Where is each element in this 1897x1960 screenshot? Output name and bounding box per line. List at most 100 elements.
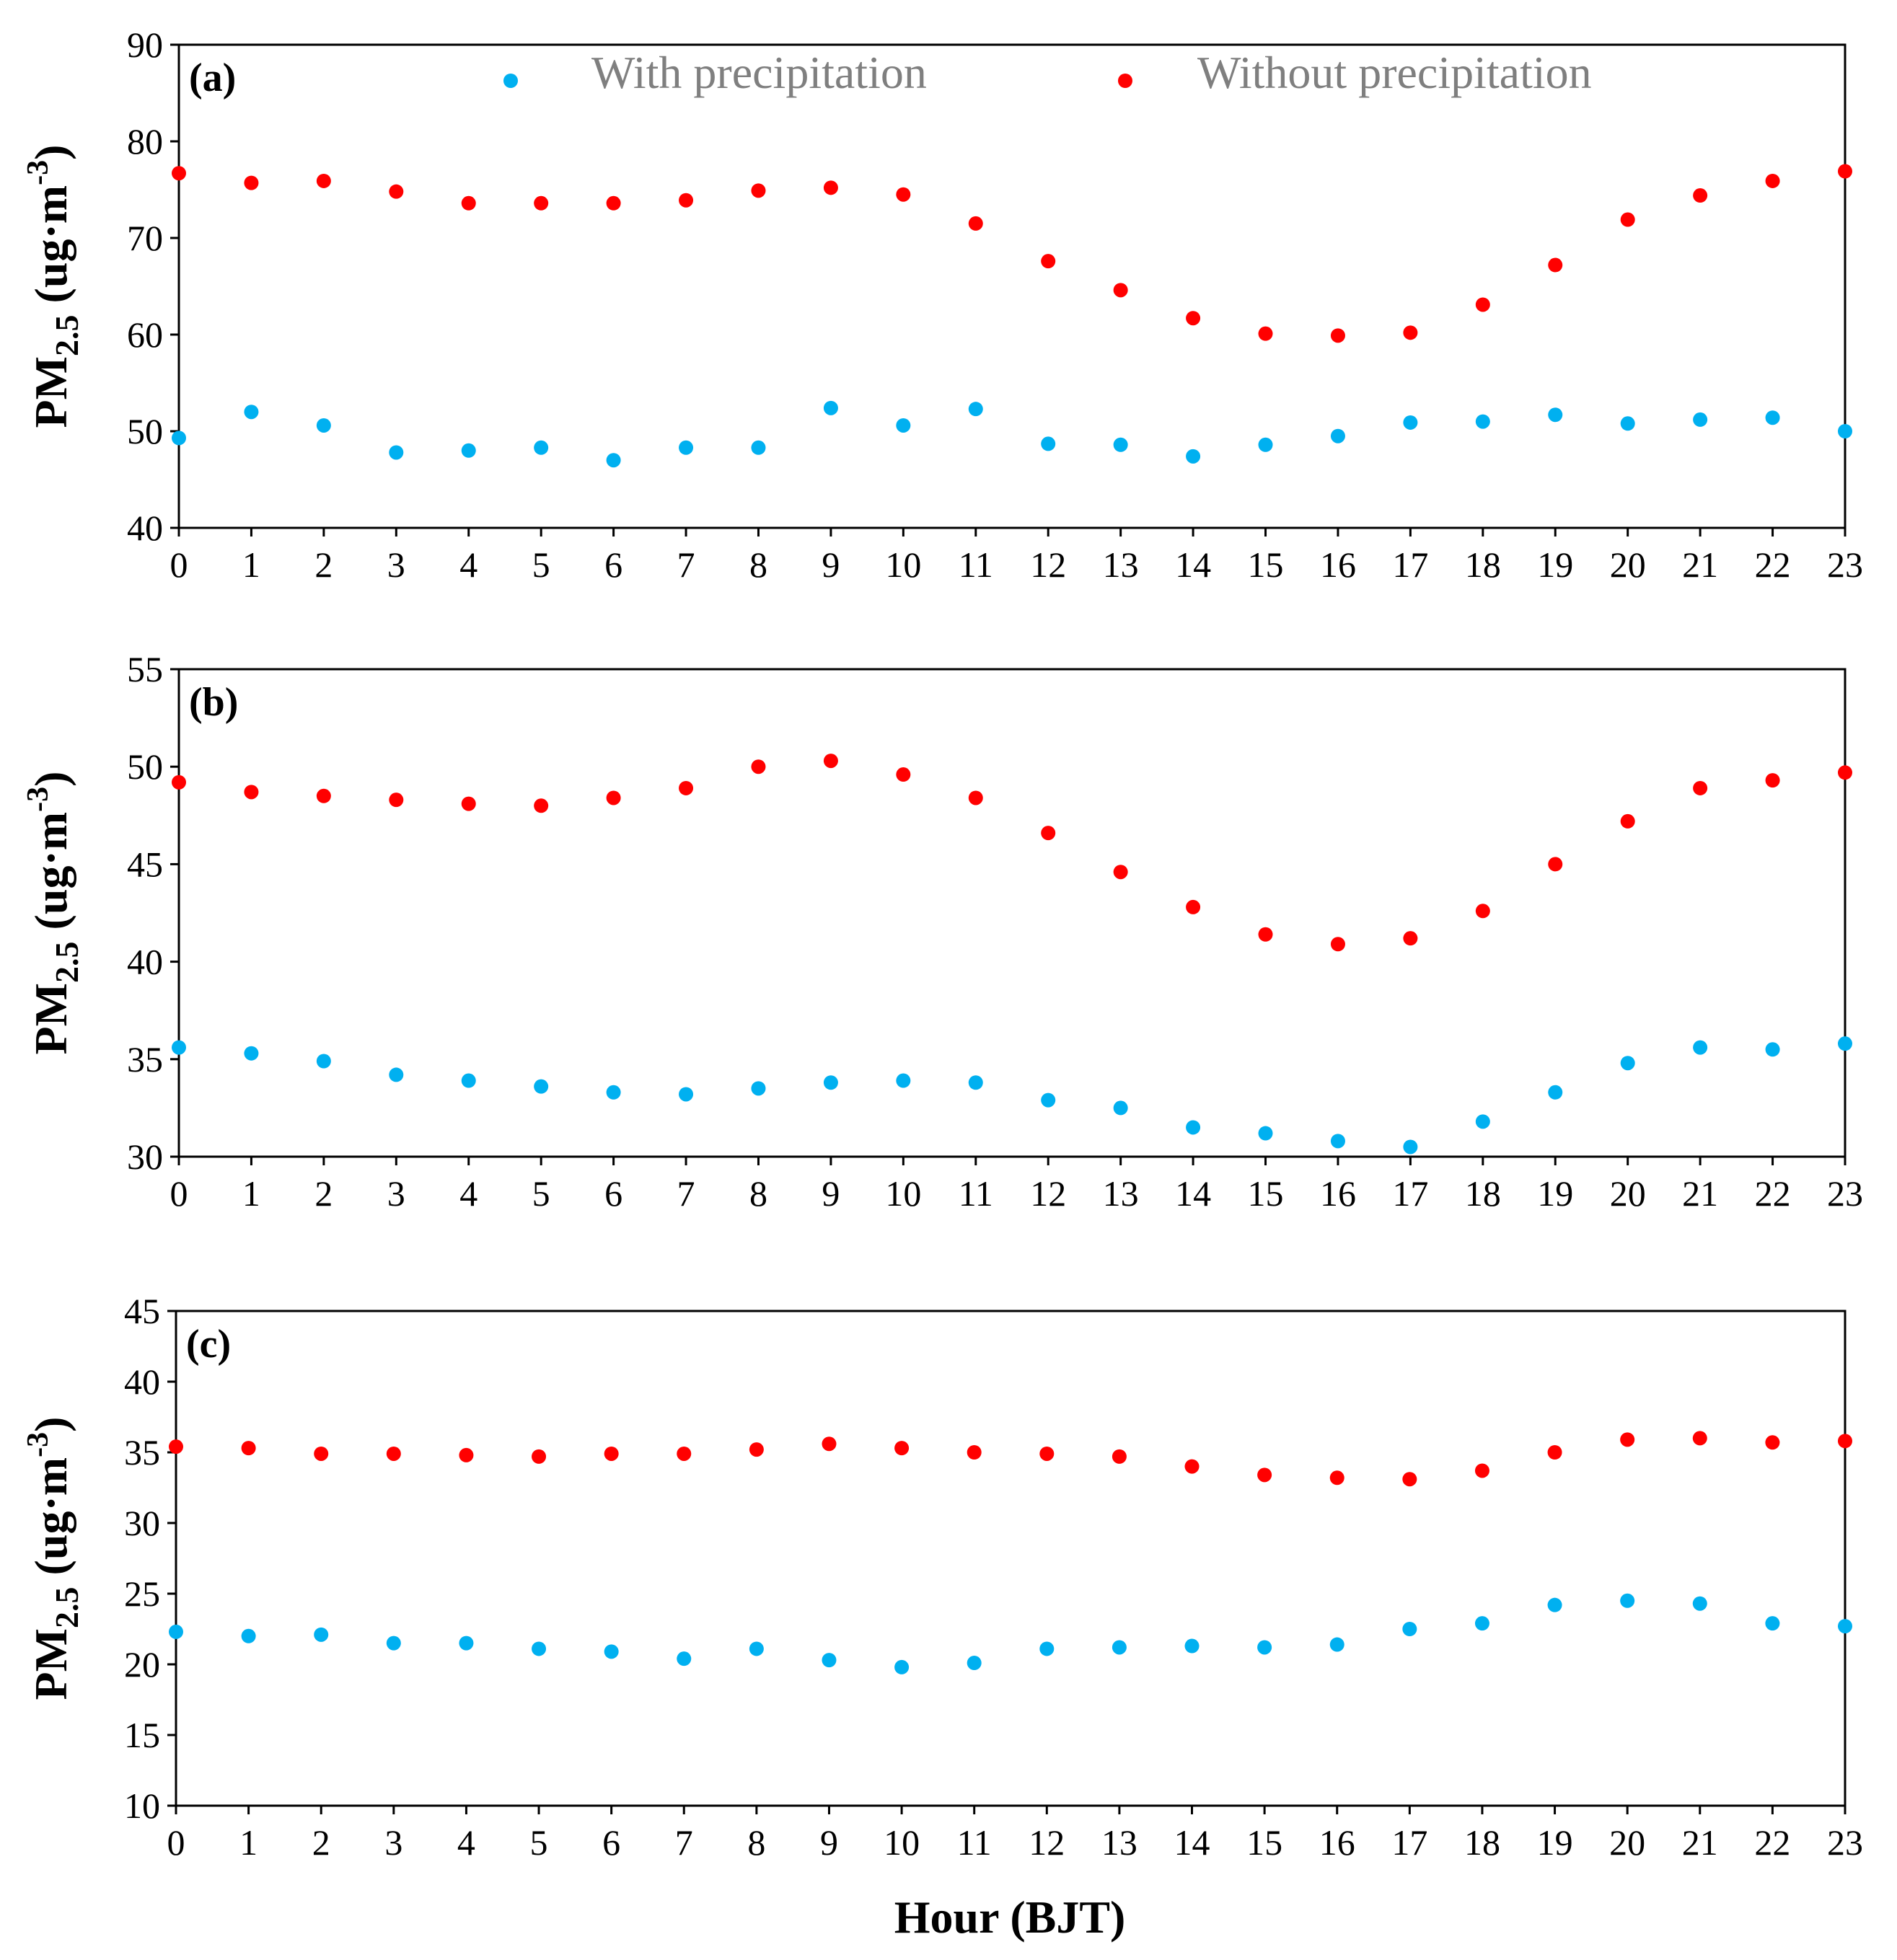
panel-b-point-without-precipitation [1041,826,1056,841]
panel-a-point-without-precipitation [823,180,838,195]
panel-c-x-tick-label: 1 [239,1822,258,1863]
panel-a-y-tick-label: 80 [127,121,163,162]
panel-b-point-with-precipitation [244,1046,259,1061]
panel-a-x-tick-label: 12 [1030,544,1066,585]
panel-a-plot-frame [177,43,1847,529]
panel-c-point-without-precipitation [1692,1431,1707,1446]
panel-c-x-tick-label: 0 [167,1822,185,1863]
panel-b-point-with-precipitation [389,1067,404,1082]
panel-b-point-with-precipitation [1258,1126,1273,1141]
panel-c-point-without-precipitation [1838,1434,1852,1449]
panel-c-plot-frame [175,1310,1847,1807]
panel-a-point-with-precipitation [751,440,766,455]
panel-c-y-tick-label: 30 [124,1503,160,1543]
panel-c-x-tick-label: 7 [675,1822,693,1863]
panel-b-point-with-precipitation [1475,1114,1490,1129]
panel-b-point-without-precipitation [534,798,549,813]
panel-b-label: (b) [189,680,238,725]
panel-c-point-without-precipitation [604,1446,619,1461]
panel-a-point-without-precipitation [1258,326,1273,341]
panel-b-x-tick-label: 9 [822,1173,840,1214]
panel-b-x-tick-label: 13 [1103,1173,1139,1214]
panel-b-point-without-precipitation [1693,780,1708,795]
panel-b-y-tick-label: 30 [127,1136,163,1177]
panel-b-point-with-precipitation [1548,1085,1563,1100]
panel-b-point-without-precipitation [1838,765,1852,780]
panel-a-x-tick-label: 5 [532,544,550,585]
panel-a-x-tick-label: 2 [314,544,333,585]
panel-b-x-tick-label: 7 [677,1173,695,1214]
panel-a-point-without-precipitation [1693,188,1708,203]
panel-c-point-without-precipitation [1112,1449,1127,1464]
panel-a-label: (a) [189,56,236,100]
panel-b-x-tick-label: 16 [1320,1173,1356,1214]
panel-b-point-without-precipitation [968,790,983,805]
panel-c-point-with-precipitation [241,1628,256,1643]
panel-c-point-with-precipitation [1257,1640,1272,1655]
panel-c-point-with-precipitation [1184,1638,1200,1654]
panel-a-y-tick-label: 40 [127,508,163,548]
panel-c-y-tick-label: 25 [124,1573,160,1614]
panel-c-x-tick-label: 13 [1101,1822,1137,1863]
panel-b-x-tick-label: 23 [1827,1173,1863,1214]
panel-c-y-tick-label: 15 [124,1715,160,1755]
panel-c-point-with-precipitation [604,1644,619,1659]
panel-c-x-tick-label: 5 [530,1822,548,1863]
panel-b-point-with-precipitation [1113,1100,1128,1116]
panel-c-point-with-precipitation [1838,1619,1852,1634]
panel-c-point-with-precipitation [314,1627,329,1642]
x-axis-title: Hour (BJT) [894,1891,1126,1943]
panel-a-point-without-precipitation [1838,164,1852,179]
panel-c-x-tick-label: 8 [747,1822,765,1863]
panel-a-point-with-precipitation [1548,407,1563,423]
panel-b-x-tick-label: 21 [1682,1173,1718,1214]
panel-b-point-without-precipitation [1620,813,1635,829]
panel-a-x-tick-label: 0 [170,544,188,585]
panel-a-x-tick-label: 20 [1610,544,1646,585]
panel-b-point-with-precipitation [968,1075,983,1090]
panel-c-x-tick-label: 21 [1682,1822,1718,1863]
panel-a-point-with-precipitation [1186,449,1201,464]
panel-a-y-tick-label: 90 [127,25,163,65]
panel-a-x-tick-label: 1 [242,544,260,585]
panel-a-point-with-precipitation [679,440,694,455]
panel-c-point-without-precipitation [1402,1472,1417,1487]
panel-c-point-without-precipitation [314,1446,329,1461]
panel-c-x-tick-label: 10 [884,1822,920,1863]
panel-c-y-tick-label: 10 [124,1785,160,1826]
panel-a-point-without-precipitation [1330,328,1345,343]
panel-b-x-tick-label: 15 [1248,1173,1284,1214]
panel-a-x-tick-label: 18 [1465,544,1501,585]
panel-b-point-without-precipitation [1403,931,1418,946]
panel-c-x-tick-label: 4 [457,1822,475,1863]
panel-c-x-tick-label: 15 [1246,1822,1282,1863]
panel-b-point-without-precipitation [751,759,766,774]
panel-a-x-tick-label: 9 [822,544,840,585]
panel-a-point-without-precipitation [389,184,404,199]
panel-b-point-with-precipitation [461,1073,476,1088]
panel-b-point-without-precipitation [1330,937,1345,952]
panel-b-x-tick-label: 5 [532,1173,550,1214]
panel-b-y-tick-label: 55 [127,649,163,689]
panel-a-y-tick-label: 50 [127,411,163,451]
legend: With precipitation Without precipitation [503,47,1592,98]
panel-a-point-with-precipitation [1330,428,1345,443]
panel-b-x-tick-label: 8 [749,1173,767,1214]
panel-a-point-with-precipitation [1620,416,1635,431]
panel-c-point-with-precipitation [1547,1597,1562,1612]
panel-a-point-without-precipitation [606,195,621,211]
panel-a-point-without-precipitation [1041,254,1056,269]
panel-a-point-with-precipitation [823,400,838,415]
panel-a-point-with-precipitation [896,418,911,433]
panel-c-point-with-precipitation [967,1656,982,1671]
panel-c-point-with-precipitation [1692,1596,1707,1611]
panel-a-point-with-precipitation [172,431,186,446]
panel-c-point-without-precipitation [677,1446,692,1461]
panel-b-point-without-precipitation [244,785,259,800]
panel-b-point-without-precipitation [389,793,404,808]
panel-c-point-with-precipitation [459,1635,474,1651]
panel-b-x-tick-label: 17 [1392,1173,1428,1214]
